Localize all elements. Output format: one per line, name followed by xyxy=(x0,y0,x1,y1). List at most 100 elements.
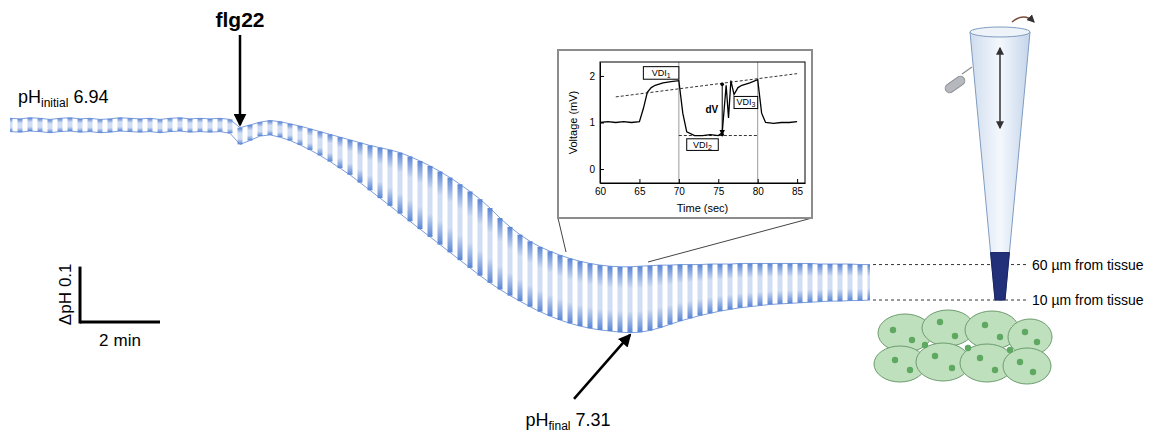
rotation-arrow xyxy=(1012,17,1034,22)
trace-stripe xyxy=(518,235,523,301)
trace-stripe xyxy=(498,218,503,289)
tick: 65 xyxy=(634,179,646,197)
vdi-subscript: 2 xyxy=(708,144,712,151)
trace-stripe xyxy=(768,263,773,304)
chloroplast xyxy=(937,319,943,325)
chloroplast xyxy=(1007,347,1013,353)
trace-stripe xyxy=(98,119,103,132)
trace-stripe xyxy=(458,184,463,260)
trace-stripe xyxy=(338,137,343,168)
ph-value: 7.31 xyxy=(575,410,610,430)
probe-position-label: 10 µm from tissue xyxy=(1032,292,1144,308)
trace-stripe xyxy=(648,266,653,331)
tick-mark xyxy=(797,179,798,183)
trace-stripe xyxy=(448,178,453,253)
trace-stripe xyxy=(598,265,603,330)
electrode-top xyxy=(970,27,1030,37)
trace-stripe xyxy=(438,171,443,244)
ph-final-arrow xyxy=(574,335,630,399)
trace-stripe xyxy=(408,157,413,222)
trace-stripe xyxy=(158,119,163,132)
inset-x-axis: 606570758085 xyxy=(595,179,806,197)
trace-stripe xyxy=(568,258,573,323)
inset-box xyxy=(558,50,812,218)
electrode-body xyxy=(970,32,1030,300)
inset-plot xyxy=(600,74,797,136)
ph-label: pHfinal7.31 xyxy=(525,410,610,433)
inset-frame xyxy=(600,62,805,183)
chloroplast xyxy=(997,334,1003,340)
ph-subscript: final xyxy=(548,419,570,433)
vdi-box xyxy=(687,139,719,151)
chloroplast xyxy=(1022,329,1028,335)
trace-stripe xyxy=(368,145,373,190)
scale-bar-x-label: 2min xyxy=(99,331,141,350)
scale-value: 2 xyxy=(99,331,108,350)
tick-label: 65 xyxy=(634,186,646,197)
tick-label: 1 xyxy=(589,117,595,128)
vdi-subscript: 3 xyxy=(751,101,755,108)
tick-label: 60 xyxy=(595,186,607,197)
treatment-label: flg22 xyxy=(215,8,264,31)
tick-label: 75 xyxy=(713,186,725,197)
trace-stripe xyxy=(858,265,863,301)
trace-stripe xyxy=(798,263,803,302)
trace-stripe xyxy=(418,161,423,229)
ph-label: pHinitial6.94 xyxy=(18,87,108,110)
vdi-box xyxy=(734,96,758,108)
trace-stripe xyxy=(578,261,583,326)
trace-stripe xyxy=(78,119,83,132)
trace-stripe xyxy=(428,166,433,237)
trace-stripe xyxy=(138,119,143,132)
figure: flg22 pHinitial6.94pH final 7.31 ΔpH 0.1 2min 6… xyxy=(0,0,1155,439)
trace-stripe xyxy=(38,118,43,131)
chloroplast xyxy=(922,342,928,348)
trace-stripe xyxy=(608,266,613,331)
chloroplast xyxy=(1017,359,1023,365)
trace-stripe xyxy=(678,265,683,322)
voltage-trace xyxy=(600,80,797,136)
inset-y-title: Voltage (mV) xyxy=(567,91,579,155)
trace-stripe xyxy=(318,132,323,156)
trace-stripe xyxy=(398,153,403,214)
trace-stripe xyxy=(738,263,743,307)
trace-stripe xyxy=(838,264,843,301)
vdi-label: VDI1 xyxy=(652,68,671,79)
trace-stripe xyxy=(668,265,673,324)
tick-mark xyxy=(639,179,640,183)
ph-text: pH xyxy=(18,87,41,107)
vdi-text: VDI xyxy=(652,68,667,78)
trace-stripe xyxy=(628,267,633,333)
chloroplast xyxy=(909,337,915,343)
dv-arrow xyxy=(722,84,723,134)
trace-stripe xyxy=(28,118,33,131)
tick-label: 70 xyxy=(674,186,686,197)
trace-stripe xyxy=(508,227,513,296)
trace-stripe xyxy=(748,263,753,306)
trace-stripe xyxy=(218,118,223,131)
trace-stripe xyxy=(358,143,363,183)
chloroplast xyxy=(949,365,955,371)
trace-stripe xyxy=(148,118,153,131)
scale-value: 0.1 xyxy=(56,263,75,287)
reference-lead xyxy=(962,67,972,74)
trace-stripe xyxy=(588,263,593,328)
trace-stripe xyxy=(818,264,823,302)
scale-bar-vertical xyxy=(79,267,82,324)
zoom-connector xyxy=(558,218,566,252)
tick-label: 85 xyxy=(792,186,804,197)
trace-stripe xyxy=(788,263,793,303)
scale-text: ΔpH xyxy=(56,292,75,325)
chloroplast xyxy=(965,345,971,351)
tick-mark xyxy=(718,179,719,183)
probe-position-label: 60 µm from tissue xyxy=(1032,257,1144,273)
dv-point xyxy=(720,133,724,137)
trace-stripe xyxy=(718,264,723,311)
trace-stripe xyxy=(168,118,173,131)
tick: 75 xyxy=(713,179,725,197)
trace-stripe xyxy=(758,263,763,305)
trace-stripe xyxy=(688,265,693,319)
trace-stripe xyxy=(248,125,253,141)
trace-stripe xyxy=(548,251,553,316)
trace-stripe xyxy=(118,118,123,131)
